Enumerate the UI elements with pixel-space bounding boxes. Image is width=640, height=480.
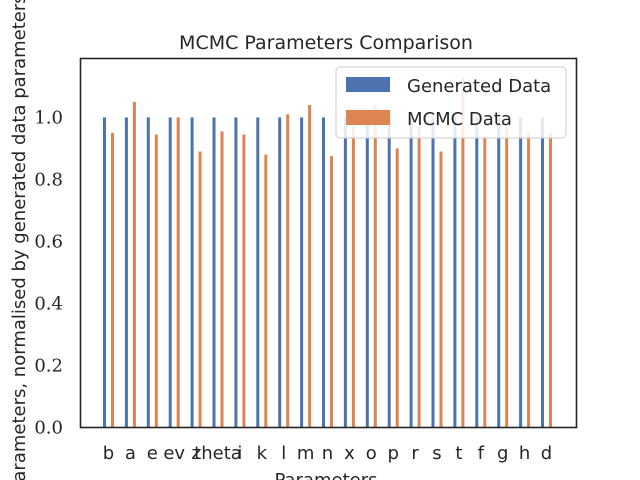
x-tick-label: h bbox=[519, 443, 530, 464]
x-tick-label: d bbox=[541, 443, 552, 464]
bar-generated-d bbox=[541, 117, 544, 428]
x-tick-label: r bbox=[411, 443, 419, 464]
bar-generated-ev bbox=[168, 117, 172, 428]
y-axis-label: Parameters, normalised by generated data… bbox=[9, 0, 30, 480]
bar-mcmc-z bbox=[198, 151, 202, 428]
x-tick-label: l bbox=[281, 443, 286, 464]
x-tick-label: x bbox=[344, 443, 355, 464]
x-tick-label: theta bbox=[194, 443, 242, 464]
bar-mcmc-m bbox=[308, 105, 312, 428]
bar-generated-m bbox=[300, 117, 304, 428]
bar-generated-i bbox=[234, 117, 238, 428]
bar-generated-l bbox=[278, 117, 282, 428]
bar-generated-s bbox=[431, 117, 435, 428]
y-tick-label: 0.4 bbox=[34, 293, 63, 314]
bar-generated-z bbox=[190, 117, 194, 428]
bar-mcmc-ev bbox=[176, 117, 180, 428]
bar-mcmc-p bbox=[395, 148, 399, 428]
bar-generated-x bbox=[343, 117, 347, 428]
bar-mcmc-d bbox=[549, 132, 552, 428]
x-tick-label: t bbox=[455, 443, 462, 464]
x-tick-label: p bbox=[387, 443, 398, 464]
bar-generated-theta bbox=[212, 117, 216, 428]
legend-swatch-mcmc-data bbox=[346, 110, 390, 125]
bar-mcmc-f bbox=[483, 136, 487, 428]
plot-frame bbox=[79, 57, 578, 429]
x-tick-label: o bbox=[366, 443, 377, 464]
x-tick-label: n bbox=[322, 443, 333, 464]
bar-mcmc-x bbox=[351, 126, 355, 428]
y-tick-label: 0.2 bbox=[34, 355, 63, 376]
x-tick-label: b bbox=[103, 443, 114, 464]
x-tick-label: s bbox=[432, 443, 441, 464]
y-tick-label: 1.0 bbox=[34, 107, 63, 128]
bars-group bbox=[103, 77, 552, 428]
bar-generated-g bbox=[497, 117, 501, 428]
bar-generated-o bbox=[365, 117, 369, 428]
x-tick-label: k bbox=[257, 443, 268, 464]
y-tick-label: 0.0 bbox=[34, 418, 63, 439]
bar-mcmc-b bbox=[111, 132, 114, 428]
bar-generated-k bbox=[256, 117, 260, 428]
bar-generated-b bbox=[103, 117, 106, 428]
bar-mcmc-g bbox=[505, 126, 509, 428]
bar-mcmc-s bbox=[439, 151, 443, 428]
x-tick-label: e bbox=[147, 443, 158, 464]
bar-generated-n bbox=[322, 117, 325, 428]
bar-generated-t bbox=[453, 117, 457, 428]
bar-generated-a bbox=[124, 117, 128, 428]
bar-generated-r bbox=[409, 117, 413, 428]
bar-mcmc-l bbox=[286, 114, 290, 428]
bar-mcmc-t bbox=[461, 77, 465, 428]
legend-label-mcmc-data: MCMC Data bbox=[407, 109, 512, 130]
y-tick-label: 0.8 bbox=[34, 169, 63, 190]
bar-mcmc-n bbox=[330, 156, 333, 428]
x-axis-label: Parameters bbox=[274, 470, 377, 480]
legend: Generated Data MCMC Data bbox=[335, 66, 567, 139]
bar-generated-p bbox=[387, 117, 391, 428]
bar-mcmc-k bbox=[264, 154, 268, 428]
y-ticks-group: 0.0 0.2 0.4 0.6 0.8 1.0 bbox=[34, 107, 63, 438]
bar-generated-h bbox=[519, 117, 523, 428]
bar-mcmc-a bbox=[132, 101, 136, 428]
bar-mcmc-theta bbox=[220, 131, 224, 428]
bar-generated-f bbox=[475, 117, 479, 428]
chart-title: MCMC Parameters Comparison bbox=[179, 32, 473, 54]
x-tick-label: m bbox=[297, 443, 315, 464]
bar-generated-e bbox=[146, 117, 150, 428]
bar-mcmc-h bbox=[527, 132, 531, 428]
bar-mcmc-e bbox=[154, 134, 158, 428]
legend-label-generated-data: Generated Data bbox=[407, 76, 551, 97]
x-tick-label: g bbox=[497, 443, 508, 464]
bar-mcmc-r bbox=[417, 126, 421, 428]
x-tick-label: ev bbox=[163, 443, 185, 464]
legend-swatch-generated-data bbox=[346, 77, 390, 92]
legend-frame bbox=[335, 66, 567, 139]
x-tick-label: i bbox=[237, 443, 242, 464]
bar-mcmc-o bbox=[373, 105, 377, 428]
x-tick-label: f bbox=[478, 443, 485, 464]
y-tick-label: 0.6 bbox=[34, 231, 63, 252]
x-tick-label: z bbox=[191, 443, 200, 464]
bar-mcmc-i bbox=[242, 134, 246, 428]
x-tick-label: a bbox=[125, 443, 136, 464]
